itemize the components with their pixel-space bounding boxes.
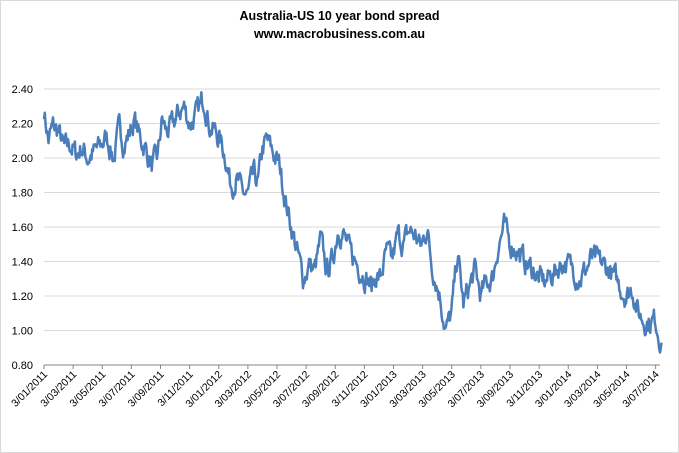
chart-title: Australia-US 10 year bond spread	[239, 9, 440, 23]
chart-subtitle: www.macrobusiness.com.au	[253, 27, 426, 41]
y-tick-label: 1.80	[12, 188, 33, 200]
y-tick-label: 1.60	[12, 222, 33, 234]
y-tick-label: 1.40	[12, 257, 33, 269]
x-axis-tick-labels: 3/01/20113/03/20113/05/20113/07/20113/09…	[9, 365, 662, 410]
y-tick-label: 0.80	[12, 360, 33, 372]
y-axis-tick-labels: 0.80 1.00 1.20 1.40 1.60 1.80 2.00 2.20 2.40	[12, 84, 33, 372]
y-tick-label: 1.00	[12, 326, 33, 338]
y-tick-label: 1.20	[12, 291, 33, 303]
y-tick-label: 2.40	[12, 84, 33, 96]
y-tick-label: 2.20	[12, 119, 33, 131]
y-tick-label: 2.00	[12, 153, 33, 165]
series-line-bond-spread	[42, 91, 663, 354]
